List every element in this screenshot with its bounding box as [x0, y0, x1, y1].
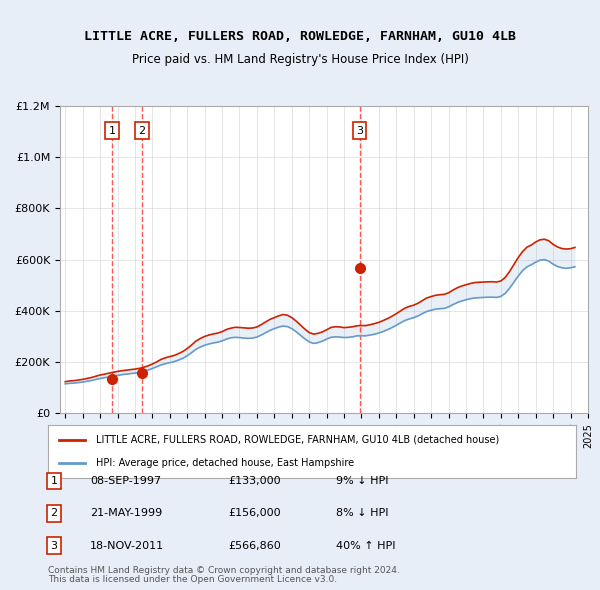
Text: LITTLE ACRE, FULLERS ROAD, ROWLEDGE, FARNHAM, GU10 4LB: LITTLE ACRE, FULLERS ROAD, ROWLEDGE, FAR… — [84, 30, 516, 42]
Text: 18-NOV-2011: 18-NOV-2011 — [90, 541, 164, 550]
Text: LITTLE ACRE, FULLERS ROAD, ROWLEDGE, FARNHAM, GU10 4LB (detached house): LITTLE ACRE, FULLERS ROAD, ROWLEDGE, FAR… — [95, 435, 499, 445]
Text: £156,000: £156,000 — [228, 509, 281, 518]
Text: 2: 2 — [138, 126, 145, 136]
Text: This data is licensed under the Open Government Licence v3.0.: This data is licensed under the Open Gov… — [48, 575, 337, 584]
Text: 8% ↓ HPI: 8% ↓ HPI — [336, 509, 389, 518]
Text: 40% ↑ HPI: 40% ↑ HPI — [336, 541, 395, 550]
Text: 08-SEP-1997: 08-SEP-1997 — [90, 476, 161, 486]
Text: Contains HM Land Registry data © Crown copyright and database right 2024.: Contains HM Land Registry data © Crown c… — [48, 566, 400, 575]
Text: £566,860: £566,860 — [228, 541, 281, 550]
Text: Price paid vs. HM Land Registry's House Price Index (HPI): Price paid vs. HM Land Registry's House … — [131, 53, 469, 66]
Text: 9% ↓ HPI: 9% ↓ HPI — [336, 476, 389, 486]
Text: 3: 3 — [50, 541, 58, 550]
Text: 1: 1 — [109, 126, 116, 136]
Text: 21-MAY-1999: 21-MAY-1999 — [90, 509, 162, 518]
Text: 3: 3 — [356, 126, 363, 136]
Text: £133,000: £133,000 — [228, 476, 281, 486]
Text: 2: 2 — [50, 509, 58, 518]
Text: 1: 1 — [50, 476, 58, 486]
Text: HPI: Average price, detached house, East Hampshire: HPI: Average price, detached house, East… — [95, 458, 353, 468]
